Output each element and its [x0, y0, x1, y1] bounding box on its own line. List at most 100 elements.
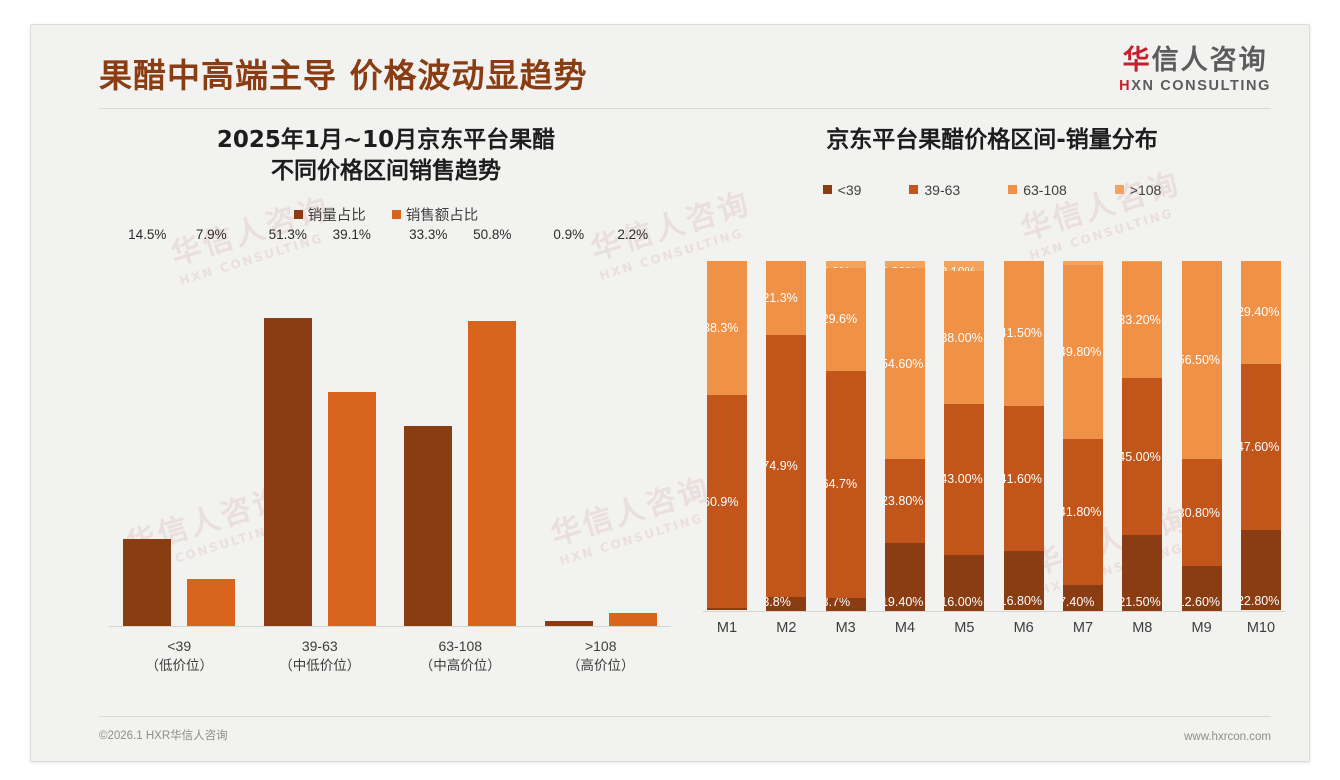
- stacked-bar-column[interactable]: 3.10% 38.00% 43.00% 16.00%: [944, 260, 985, 611]
- legend-swatch-icon: [391, 210, 401, 220]
- category-label-sub: （中低价位）: [279, 658, 361, 674]
- bar-column[interactable]: 7.9%: [187, 227, 236, 627]
- stack-segment[interactable]: 0.30%: [1122, 260, 1163, 262]
- stack-segment[interactable]: 41.80%: [1062, 439, 1103, 585]
- stack-segment[interactable]: 38.3%: [707, 260, 747, 395]
- stack-segment[interactable]: 29.6%: [825, 267, 866, 372]
- stack-segment-label: 2.0%: [826, 265, 851, 268]
- stacked-bar-column[interactable]: 0.0%21.3%74.9%3.8%: [766, 260, 807, 611]
- bar-column[interactable]: 2.2%: [608, 227, 657, 627]
- bar-rect[interactable]: 51.3%: [263, 227, 312, 627]
- stack-segment-label: 41.80%: [1062, 504, 1102, 519]
- stack-segment[interactable]: 47.60%: [1240, 363, 1281, 531]
- stack-segment[interactable]: 41.60%: [1003, 405, 1044, 552]
- stack-segment[interactable]: 22.80%: [1240, 530, 1281, 611]
- stacked-bar-column[interactable]: 0.1%38.3%60.9%0.6%: [707, 260, 747, 611]
- bar-group: 51.3% 39.1%: [263, 227, 376, 627]
- stacked-bar-column[interactable]: 0.10%56.50%30.80%12.60%: [1181, 260, 1222, 611]
- stack-segment[interactable]: 45.00%: [1122, 377, 1163, 536]
- stack-segment-label: 41.50%: [1003, 326, 1043, 341]
- stack-segment[interactable]: 30.80%: [1181, 458, 1222, 567]
- brand-en-rest: XN CONSULTING: [1131, 78, 1271, 95]
- category-label-main: <39: [167, 638, 192, 655]
- stack-segment[interactable]: 16.80%: [1003, 551, 1044, 611]
- legend-label: >108: [1129, 181, 1162, 198]
- bar-group: 0.9% 2.2%: [544, 227, 657, 627]
- bar-value-label: 14.5%: [128, 227, 167, 243]
- stacked-bar-column[interactable]: 2.0% 29.6% 64.7% 3.7%: [825, 260, 866, 611]
- stack-segment[interactable]: 16.00%: [944, 554, 985, 611]
- stack-segment-label: 16.00%: [944, 594, 983, 609]
- bar-column[interactable]: 33.3%: [404, 227, 453, 627]
- stack-segment-label: 1.40%: [1063, 265, 1094, 266]
- stack-segment[interactable]: 74.9%: [766, 335, 807, 598]
- bar-column[interactable]: 50.8%: [468, 227, 517, 627]
- stack-segment[interactable]: 60.9%: [707, 394, 747, 609]
- stack-segment[interactable]: 21.3%: [766, 260, 807, 336]
- stack-segment-label: 2.20%: [885, 265, 916, 269]
- left-chart-panel: 2025年1月~10月京东平台果醋 不同价格区间销售趋势 销量占比 销售额占比 1…: [91, 125, 681, 673]
- month-label: M3: [835, 619, 856, 636]
- stack-segment[interactable]: 3.7%: [825, 597, 866, 611]
- legend-item-left-0[interactable]: 销量占比: [293, 204, 366, 225]
- stack-segment[interactable]: 0.6%: [707, 608, 747, 611]
- legend-item-right-3[interactable]: >108: [1114, 181, 1162, 198]
- stack-segment-label: 3.8%: [766, 597, 791, 609]
- bar-column[interactable]: 51.3%: [263, 227, 312, 627]
- stack-segment[interactable]: 3.10%: [944, 260, 985, 272]
- stack-segment[interactable]: 64.7%: [825, 371, 866, 598]
- slide-canvas: 华信人咨询 HXN CONSULTING 华信人咨询 HXN CONSULTIN…: [30, 24, 1310, 762]
- stack-segment[interactable]: 43.00%: [944, 404, 985, 555]
- bar-rect[interactable]: 0.9%: [544, 227, 593, 627]
- bar-rect[interactable]: 39.1%: [327, 227, 376, 627]
- legend-item-right-2[interactable]: 63-108: [1008, 182, 1067, 198]
- bar-rect[interactable]: 50.8%: [468, 227, 517, 627]
- stack-segment-label: 38.00%: [944, 330, 983, 345]
- stack-segment[interactable]: 41.50%: [1003, 260, 1044, 406]
- stack-segment[interactable]: 56.50%: [1181, 260, 1222, 459]
- legend-item-right-0[interactable]: <39: [822, 182, 861, 198]
- stack-segment[interactable]: 2.0%: [825, 260, 866, 268]
- stacked-bar-column[interactable]: 2.20% 54.60% 23.80% 19.40%: [884, 260, 925, 611]
- bar-rect[interactable]: 7.9%: [187, 227, 236, 627]
- stack-segment[interactable]: 3.8%: [766, 597, 807, 611]
- stack-segment[interactable]: 1.40%: [1062, 260, 1103, 266]
- stack-segment[interactable]: 7.40%: [1062, 584, 1103, 611]
- stack-segment[interactable]: 23.80%: [884, 459, 925, 543]
- stack-segment-label: 22.80%: [1240, 594, 1280, 609]
- bar-rect[interactable]: 2.2%: [608, 227, 657, 627]
- legend-label: 销量占比: [307, 208, 366, 225]
- bar-value-label: 0.9%: [553, 227, 585, 243]
- stacked-bar-column[interactable]: 1.40% 49.80% 41.80% 7.40%: [1062, 260, 1103, 611]
- stack-segment[interactable]: 38.00%: [944, 271, 985, 405]
- stacked-bar-column[interactable]: 0.10%29.40%47.60%22.80%: [1240, 260, 1281, 611]
- stack-segment-label: 43.00%: [944, 472, 983, 487]
- legend-item-right-1[interactable]: 39-63: [909, 182, 960, 198]
- stack-segment[interactable]: 21.50%: [1122, 535, 1163, 611]
- bar-rect[interactable]: 33.3%: [404, 227, 453, 627]
- bar-column[interactable]: 14.5%: [123, 227, 172, 627]
- stack-segment[interactable]: 49.80%: [1062, 265, 1103, 440]
- month-label: M2: [776, 619, 797, 636]
- legend-swatch-icon: [1008, 185, 1018, 195]
- footer-copyright: ©2026.1 HXR华信人咨询: [99, 730, 228, 742]
- stack-segment[interactable]: 2.20%: [884, 260, 925, 269]
- stacked-bar-column[interactable]: 0.30% 33.20% 45.00% 21.50%: [1122, 260, 1163, 611]
- stacked-bar-column[interactable]: 0.00%41.50%41.60%16.80%: [1003, 260, 1044, 611]
- page-title: 果醋中高端主导 价格波动显趋势: [99, 56, 588, 95]
- right-chart-category-axis: M1 M2 M3 M4 M5 M6 M7 M8 M9 M10: [707, 620, 1281, 636]
- legend-swatch-icon: [1114, 185, 1124, 195]
- month-label: M9: [1191, 619, 1212, 636]
- stack-segment[interactable]: 12.60%: [1181, 566, 1222, 611]
- bar-column[interactable]: 0.9%: [544, 227, 593, 627]
- bar-column[interactable]: 39.1%: [327, 227, 376, 627]
- stack-segment[interactable]: 33.20%: [1122, 261, 1163, 378]
- stack-segment[interactable]: 19.40%: [884, 542, 925, 611]
- stack-segment[interactable]: 29.40%: [1240, 260, 1281, 364]
- legend-item-left-1[interactable]: 销售额占比: [391, 204, 478, 225]
- stack-segment[interactable]: 54.60%: [884, 268, 925, 460]
- bar-rect[interactable]: 14.5%: [123, 227, 172, 627]
- category-label: >108 （高价位）: [545, 636, 657, 676]
- legend-swatch-icon: [909, 185, 919, 195]
